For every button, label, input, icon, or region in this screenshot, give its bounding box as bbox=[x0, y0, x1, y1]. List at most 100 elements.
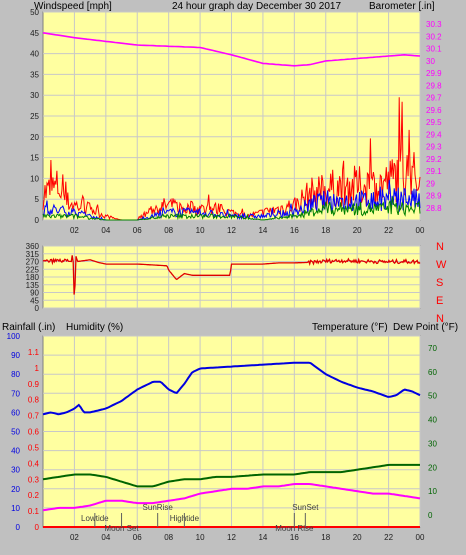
rainfall-y-tick: 0.1 bbox=[28, 507, 40, 516]
direction-y-tick: 270 bbox=[26, 258, 40, 267]
humidity-y-tick: 20 bbox=[11, 485, 20, 494]
wind-y-tick: 50 bbox=[30, 8, 39, 17]
event-label: SunSet bbox=[292, 503, 319, 512]
direction-y-tick: 0 bbox=[35, 304, 40, 313]
barometer-y-tick: 29.7 bbox=[426, 94, 442, 103]
rainfall-y-tick: 0.9 bbox=[28, 380, 40, 389]
temperature-y-tick: 40 bbox=[428, 416, 437, 425]
direction-y-tick: 315 bbox=[26, 250, 40, 259]
barometer-y-tick: 30.2 bbox=[426, 32, 442, 41]
series-line-barometer bbox=[42, 32, 421, 67]
wind-y-tick: 35 bbox=[30, 70, 39, 79]
compass-label: E bbox=[436, 295, 443, 307]
x-tick-label: 02 bbox=[70, 226, 79, 235]
humidity-y-tick: 0 bbox=[16, 523, 21, 532]
rainfall-y-tick: 0.2 bbox=[28, 491, 40, 500]
x-tick-label: 14 bbox=[258, 533, 267, 542]
wind-y-tick: 45 bbox=[30, 29, 39, 38]
barometer-y-tick: 29.9 bbox=[426, 69, 442, 78]
series-line-dew_point bbox=[42, 483, 421, 512]
series-line-temperature bbox=[42, 463, 420, 488]
x-tick-label: 22 bbox=[384, 226, 393, 235]
rainfall-y-tick: 0.7 bbox=[28, 412, 40, 421]
x-tick-label: 04 bbox=[101, 533, 110, 542]
series-line-humidity bbox=[42, 361, 421, 416]
rainfall-y-tick: 0.5 bbox=[28, 443, 40, 452]
direction-y-tick: 90 bbox=[30, 289, 39, 298]
x-tick-label: 14 bbox=[258, 226, 267, 235]
compass-label: S bbox=[436, 277, 443, 289]
x-tick-label: 08 bbox=[164, 533, 173, 542]
humidity-y-tick: 70 bbox=[11, 389, 20, 398]
event-label: SunRise bbox=[143, 503, 174, 512]
rainfall-y-tick: 0.8 bbox=[28, 396, 40, 405]
x-tick-label: 20 bbox=[353, 226, 362, 235]
rainfall-y-tick: 0.3 bbox=[28, 475, 40, 484]
humidity-title: Humidity (%) bbox=[66, 322, 123, 333]
barometer-y-tick: 29.3 bbox=[426, 143, 442, 152]
x-tick-label: 02 bbox=[70, 533, 79, 542]
wind-y-tick: 10 bbox=[30, 174, 39, 183]
x-tick-label: 20 bbox=[353, 533, 362, 542]
series-line-wind_min bbox=[42, 196, 421, 221]
wind-y-tick: 30 bbox=[30, 91, 39, 100]
barometer-y-tick: 30.3 bbox=[426, 20, 442, 29]
rainfall-y-tick: 1 bbox=[35, 364, 40, 373]
x-tick-label: 18 bbox=[321, 226, 330, 235]
temperature-y-tick: 60 bbox=[428, 368, 437, 377]
barometer-y-tick: 30 bbox=[426, 57, 435, 66]
humidity-y-tick: 80 bbox=[11, 370, 20, 379]
rainfall-title: Rainfall (.in) bbox=[2, 322, 55, 333]
temperature-y-tick: 70 bbox=[428, 344, 437, 353]
barometer-y-tick: 28.9 bbox=[426, 192, 442, 201]
x-tick-label: 04 bbox=[101, 226, 110, 235]
humidity-y-tick: 50 bbox=[11, 428, 20, 437]
direction-y-tick: 180 bbox=[26, 273, 40, 282]
barometer-y-tick: 29.1 bbox=[426, 167, 442, 176]
barometer-y-tick: 29.2 bbox=[426, 155, 442, 164]
temperature-y-tick: 50 bbox=[428, 392, 437, 401]
wind-y-tick: 0 bbox=[35, 216, 40, 225]
wind-barometer-chart: 02 04 06 08 10 12 14 16 18 20 22 000510152025303540… bbox=[30, 8, 442, 235]
x-tick-label: 08 bbox=[164, 226, 173, 235]
wind-y-tick: 20 bbox=[30, 133, 39, 142]
event-label: Moon Set bbox=[104, 524, 139, 533]
x-tick-label: 00 bbox=[416, 226, 425, 235]
chart-date-title: 24 hour graph day December 30 2017 bbox=[172, 1, 341, 12]
rainfall-y-tick: 0.6 bbox=[28, 428, 40, 437]
x-tick-label: 18 bbox=[321, 533, 330, 542]
x-tick-label: 10 bbox=[196, 533, 205, 542]
humidity-y-tick: 30 bbox=[11, 466, 20, 475]
barometer-y-tick: 30.1 bbox=[426, 45, 442, 54]
barometer-title: Barometer [.in] bbox=[369, 1, 435, 12]
x-tick-label: 06 bbox=[133, 533, 142, 542]
rainfall-y-tick: 0.4 bbox=[28, 459, 40, 468]
compass-label: N bbox=[436, 313, 444, 325]
event-label: Hightide bbox=[170, 514, 200, 523]
wind-y-tick: 15 bbox=[30, 154, 39, 163]
series-line-wind-direction bbox=[42, 255, 421, 295]
barometer-y-tick: 29.5 bbox=[426, 118, 442, 127]
wind-y-tick: 40 bbox=[30, 50, 39, 59]
x-tick-label: 00 bbox=[416, 533, 425, 542]
direction-y-tick: 45 bbox=[30, 296, 39, 305]
humidity-y-tick: 100 bbox=[7, 332, 21, 341]
temperature-title: Temperature (°F) bbox=[312, 322, 388, 333]
temperature-y-tick: 0 bbox=[428, 511, 433, 520]
rainfall-y-tick: 0 bbox=[35, 523, 40, 532]
barometer-y-tick: 29.8 bbox=[426, 81, 442, 90]
x-tick-label: 22 bbox=[384, 533, 393, 542]
rainfall-y-tick: 1.1 bbox=[28, 348, 40, 357]
direction-y-tick: 225 bbox=[26, 265, 40, 274]
event-label: Moon Rise bbox=[275, 524, 314, 533]
compass-label: W bbox=[436, 259, 447, 271]
humidity-y-tick: 10 bbox=[11, 504, 20, 513]
event-label: Lowtide bbox=[81, 514, 109, 523]
wind-y-tick: 5 bbox=[35, 195, 40, 204]
x-tick-label: 16 bbox=[290, 226, 299, 235]
x-tick-label: 12 bbox=[227, 533, 236, 542]
series-line-wind_speed bbox=[42, 97, 421, 221]
x-tick-label: 06 bbox=[133, 226, 142, 235]
